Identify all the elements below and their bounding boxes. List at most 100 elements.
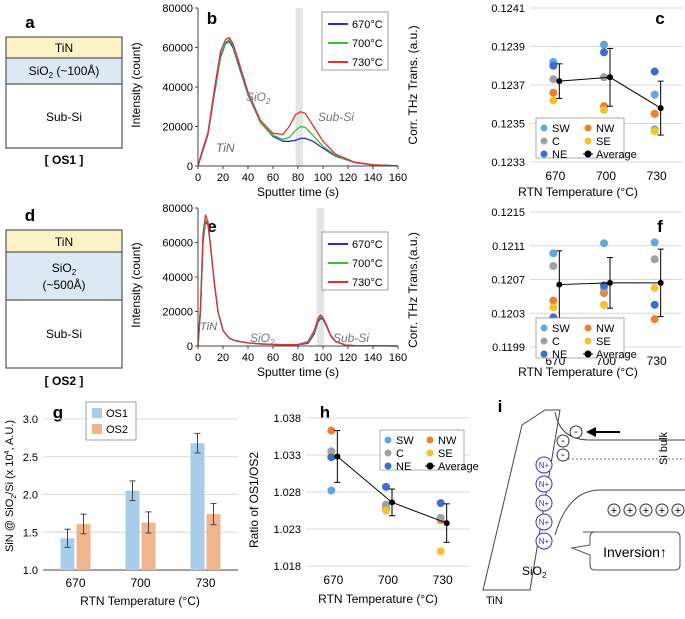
chart-b-xlabel: Sputter time (s) xyxy=(257,185,339,199)
chart-f-point-c xyxy=(549,262,558,270)
nplus-ion-4-circle xyxy=(535,513,553,531)
panel-label-i: i xyxy=(498,397,503,416)
chart-b-legend-label-730: 730°C xyxy=(352,57,383,69)
chart-f-legend-label-sw: SW xyxy=(552,323,570,335)
chart-c-legend-box xyxy=(535,117,625,159)
electron-3-sign: - xyxy=(561,449,565,461)
chart-b-sio2-annotation: SiO2 xyxy=(246,90,271,106)
chart-e-legend-box xyxy=(321,231,389,291)
electron-arrow xyxy=(586,427,620,437)
layer-sio2-d xyxy=(5,251,123,301)
chart-b-legend-label-700: 700°C xyxy=(352,38,383,50)
chart-h-legend-marker-ne xyxy=(384,462,392,470)
electron-1-sign: - xyxy=(574,426,578,438)
caption-os1: [ OS1 ] xyxy=(45,153,84,167)
chart-c-point-average xyxy=(556,78,563,85)
chart-c-y-tick-label: 0.1239 xyxy=(491,42,525,54)
chart-h-x-tick-label: 700 xyxy=(378,573,398,587)
chart-f-y-tick-label: 0.1207 xyxy=(491,275,525,287)
layer-sio2-a-label: SiO2 (~100Å) xyxy=(29,63,100,80)
chart-e-x-tick-label: 140 xyxy=(364,352,382,364)
chart-g-marks xyxy=(60,432,221,570)
nplus-ion-1-circle xyxy=(535,456,553,474)
electron-2-circle xyxy=(556,434,570,448)
chart-c-point-se xyxy=(549,96,558,105)
chart-e-x-tick-label: 100 xyxy=(314,352,332,364)
electron-3-circle xyxy=(556,448,570,462)
band-lower xyxy=(554,489,685,536)
panel-label-a: a xyxy=(25,13,35,32)
chart-f-legend-label-c: C xyxy=(552,336,560,348)
hole-2: + xyxy=(623,503,637,517)
inversion-callout xyxy=(570,531,681,571)
chart-h-y-tick-label: 1.018 xyxy=(273,561,301,573)
chart-h-point-nw xyxy=(327,426,336,435)
chart-e-ylabel: Intensity (count) xyxy=(129,242,143,327)
chart-b-x-tick-label: 40 xyxy=(242,172,254,184)
chart-e-legend-label-730: 730°C xyxy=(352,277,383,289)
electron-3: - xyxy=(556,448,570,462)
chart-c-point-average xyxy=(657,105,664,112)
chart-b-x-tick-label: 100 xyxy=(314,172,332,184)
hole-1-sign: + xyxy=(611,505,617,517)
chart-e-x-tick-label: 0 xyxy=(195,352,201,364)
chart-h-x-tick-label: 670 xyxy=(323,573,343,587)
hole-2-sign: + xyxy=(627,505,633,517)
chart-c-legend-marker-nw xyxy=(584,124,592,132)
chart-h-legend-label-se: SE xyxy=(438,448,453,460)
chart-h-point-c xyxy=(382,500,390,509)
chart-b-y-tick-label: 60000 xyxy=(162,43,193,55)
chart-e-legend-label-700: 700°C xyxy=(352,258,383,270)
chart-e-axes: 0 20 40 60 80 100 120 140 160 0 20000 40000 60000 800… xyxy=(162,203,407,364)
chart-c-ylabel: Corr. THz Trans. (a.u.) xyxy=(406,25,420,144)
chart-c-legend-label-se: SE xyxy=(596,136,611,148)
layer-tin-a-label: TiN xyxy=(55,41,73,55)
chart-b-legend: 670°C 700°C 730°C xyxy=(321,11,389,71)
electron-1-circle xyxy=(569,425,583,439)
chart-h-y-tick-label: 1.028 xyxy=(273,487,301,499)
electron-arrow-head xyxy=(586,427,596,437)
chart-e-xlabel: Sputter time (s) xyxy=(257,365,339,379)
chart-f-legend-marker-ne xyxy=(540,350,548,358)
chart-h-point-average xyxy=(334,453,341,460)
nplus-ion-3-circle xyxy=(535,494,553,512)
chart-f-point-se xyxy=(549,303,558,312)
panel-d: d TiN SiO2 (~500Å) Sub-Si [ OS2 ] xyxy=(5,206,123,388)
chart-b-series-group xyxy=(197,36,399,167)
panel-h: h 1.018 1.023 1.028 1.033 1.038 670 700 730 Rat… xyxy=(247,403,479,606)
nplus-ion-5-label: N+ xyxy=(539,537,550,546)
chart-c-legend-marker-c xyxy=(540,137,548,145)
chart-f-point-nw xyxy=(650,315,659,324)
electron-2-sign: - xyxy=(561,435,565,447)
chart-g-x-tick-label: 730 xyxy=(195,576,215,590)
chart-c-legend-label-ne: NE xyxy=(552,149,567,161)
chart-f-point-average xyxy=(556,281,563,288)
chart-h-legend-box xyxy=(379,429,465,471)
inversion-label: Inversion↑ xyxy=(603,544,667,560)
chart-h-x-tick-label: 730 xyxy=(433,573,453,587)
chart-b-legend-label-670: 670°C xyxy=(352,19,383,31)
chart-g-bar-os2 xyxy=(141,522,156,570)
chart-h-legend-label-nw: NW xyxy=(438,435,457,447)
chart-b-x-tick-label: 60 xyxy=(267,172,279,184)
electron-1: - xyxy=(569,425,583,439)
chart-c-x-tick-label: 700 xyxy=(596,169,616,183)
chart-f-y-tick-label: 0.1199 xyxy=(492,342,525,354)
chart-c-point-nw xyxy=(650,109,659,118)
chart-h-grid-axes: 1.018 1.023 1.028 1.033 1.038 670 700 730 xyxy=(273,413,470,587)
nplus-ion-2: N+ xyxy=(535,475,553,493)
chart-h-legend-marker-se xyxy=(426,449,434,457)
chart-h-point-average xyxy=(443,520,450,527)
chart-g-x-tick-label: 670 xyxy=(65,576,85,590)
chart-c-x-tick-label: 670 xyxy=(545,169,565,183)
hole-3-circle xyxy=(639,503,653,517)
chart-f-legend-box xyxy=(535,317,625,359)
layer-subsi-d xyxy=(5,299,123,369)
panel-c: c 0.1233 0.1235 0.1237 0.1239 0.1241 670 700 73… xyxy=(406,3,682,199)
chart-e-subsi-annotation: Sub-Si xyxy=(333,331,369,345)
hole-5-circle xyxy=(671,503,685,517)
chart-f-point-sw xyxy=(549,249,558,258)
chart-b-y-tick-label: 40000 xyxy=(162,82,193,94)
hole-5: + xyxy=(671,503,685,517)
panel-label-h: h xyxy=(320,403,330,422)
